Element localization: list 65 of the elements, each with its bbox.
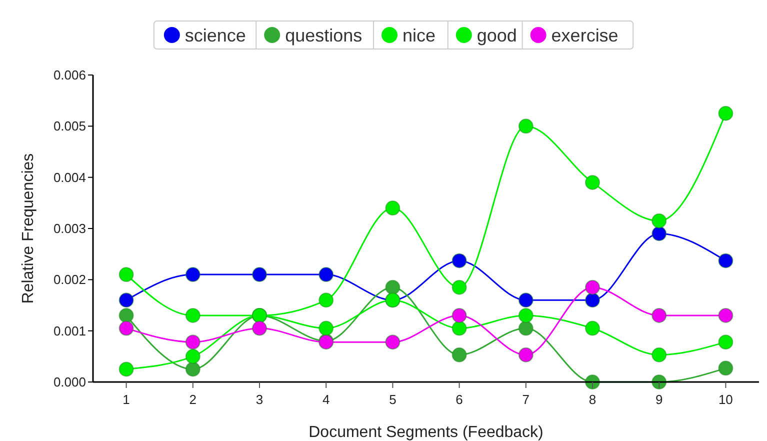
point xyxy=(585,174,600,190)
x-tick-label: 7 xyxy=(522,392,530,407)
point xyxy=(518,292,534,308)
point xyxy=(652,226,667,242)
point xyxy=(318,292,334,308)
point xyxy=(518,320,534,336)
x-tick-label: 9 xyxy=(655,392,663,407)
legend-label: good xyxy=(476,25,517,46)
point xyxy=(585,280,600,295)
y-tick-label: 0.001 xyxy=(53,323,86,338)
point xyxy=(718,334,734,350)
x-tick-label: 4 xyxy=(322,392,330,407)
point xyxy=(185,334,200,350)
x-tick-label: 8 xyxy=(588,392,596,407)
point xyxy=(518,347,534,362)
x-tick-label: 10 xyxy=(718,392,733,407)
point xyxy=(385,280,400,295)
x-axis-title: Document Segments (Feedback) xyxy=(308,424,544,441)
legend-label: exercise xyxy=(551,25,618,46)
point xyxy=(118,267,134,282)
point xyxy=(185,348,200,364)
legend-label: science xyxy=(184,25,246,46)
point xyxy=(185,308,200,323)
legend-label: nice xyxy=(402,25,436,46)
y-tick-label: 0.003 xyxy=(53,221,86,236)
point xyxy=(385,200,400,216)
point xyxy=(118,362,134,377)
point xyxy=(518,118,534,134)
point xyxy=(718,106,734,121)
point xyxy=(318,320,334,336)
point xyxy=(652,308,667,323)
point xyxy=(385,334,400,350)
point xyxy=(652,213,667,228)
point xyxy=(452,280,467,295)
point xyxy=(118,292,134,308)
point xyxy=(118,320,134,336)
point xyxy=(585,292,600,308)
point xyxy=(185,362,200,377)
y-tick-label: 0.000 xyxy=(53,374,86,390)
y-axis-title: Relative Frequencies xyxy=(20,153,37,304)
point xyxy=(518,308,534,323)
x-tick-label: 5 xyxy=(389,392,396,407)
point xyxy=(718,253,734,268)
legend-label: questions xyxy=(285,25,362,46)
point xyxy=(452,308,467,323)
y-tick-label: 0.005 xyxy=(53,118,86,134)
x-tick-label: 3 xyxy=(256,392,264,407)
point xyxy=(452,347,467,362)
point xyxy=(185,267,200,282)
point xyxy=(252,267,267,282)
point xyxy=(652,347,667,362)
y-tick-label: 0.006 xyxy=(53,68,86,83)
point xyxy=(318,267,334,282)
point xyxy=(252,320,267,336)
x-tick-label: 2 xyxy=(189,392,197,407)
point xyxy=(718,360,734,376)
x-tick-label: 1 xyxy=(122,392,130,407)
x-tick-label: 6 xyxy=(456,392,463,407)
point xyxy=(452,320,467,336)
point xyxy=(118,308,134,323)
point xyxy=(585,320,600,336)
y-tick-label: 0.004 xyxy=(53,170,86,185)
point xyxy=(718,308,734,323)
y-tick-label: 0.002 xyxy=(53,272,86,288)
point xyxy=(452,253,467,268)
